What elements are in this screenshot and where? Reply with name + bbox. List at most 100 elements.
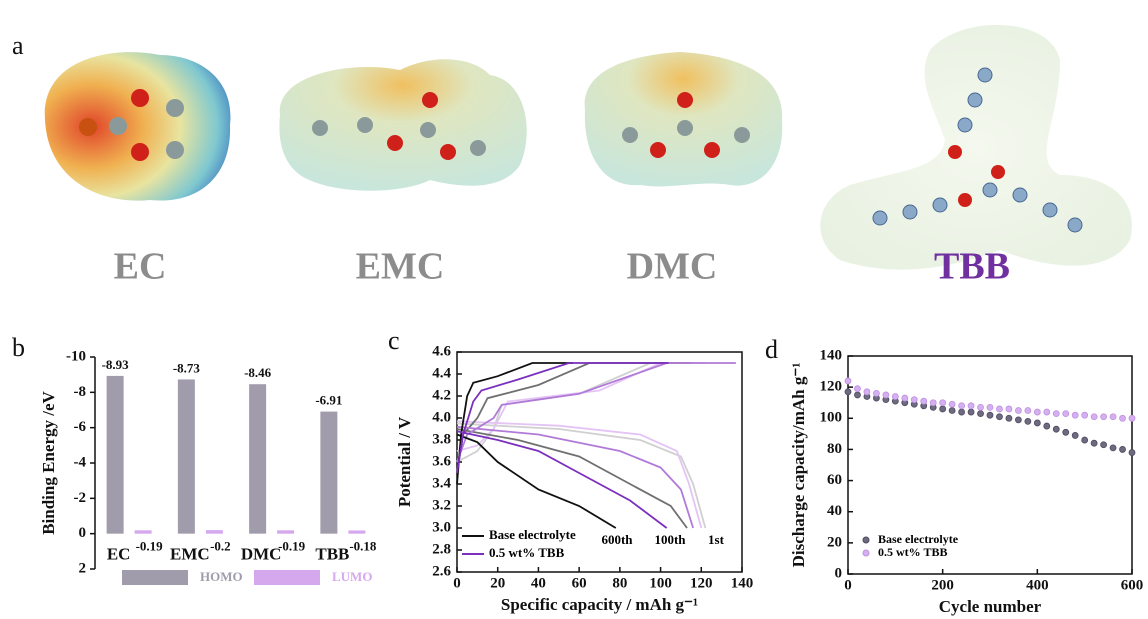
point (996, 406, 1002, 412)
panel-label: a (12, 31, 24, 60)
point (1120, 415, 1126, 421)
y-tick-label: 4.2 (432, 387, 451, 403)
y-tick-label: -8 (74, 384, 87, 400)
legend-label: Base electrolyte (489, 527, 576, 542)
point (1082, 437, 1088, 443)
point (1044, 423, 1050, 429)
x-tick-label: 200 (931, 577, 954, 593)
point (911, 397, 917, 403)
x-tick-label: EMC (170, 545, 210, 564)
y-tick-label: 120 (820, 379, 843, 395)
point (987, 404, 993, 410)
legend-label: 0.5 wt% TBB (489, 545, 565, 560)
panel-label: c (388, 326, 400, 355)
point (845, 378, 851, 384)
point (1006, 415, 1012, 421)
molecule-label: DMC (627, 246, 718, 288)
point (949, 401, 955, 407)
point (940, 406, 946, 412)
x-tick-label: 0 (453, 575, 461, 591)
curve (457, 431, 667, 528)
y-tick-label: 3.2 (432, 497, 451, 513)
curve (457, 421, 701, 528)
y-tick-label: 0 (835, 565, 843, 581)
point (902, 395, 908, 401)
panel-label: b (12, 333, 25, 362)
point (1025, 408, 1031, 414)
y-tick-label: 3.4 (432, 475, 451, 491)
point (854, 392, 860, 398)
bar (320, 412, 337, 534)
point (883, 392, 889, 398)
point (1034, 409, 1040, 415)
point (1015, 417, 1021, 423)
point (1129, 450, 1135, 456)
y-tick-label: 2.8 (432, 541, 451, 557)
bar (178, 379, 195, 533)
x-axis-label: Specific capacity / mAh g⁻¹ (501, 595, 698, 614)
value-label: -0.2 (210, 539, 231, 554)
value-label: -8.93 (102, 357, 130, 372)
point (1110, 445, 1116, 451)
point (1091, 414, 1097, 420)
point (1063, 429, 1069, 435)
x-tick-label: 60 (572, 575, 587, 591)
y-tick-label: 80 (827, 441, 842, 457)
point (854, 386, 860, 392)
annotation: 600th (601, 532, 633, 547)
y-tick-label: -4 (74, 454, 87, 470)
point (1072, 432, 1078, 438)
x-tick-label: 20 (490, 575, 505, 591)
bar (135, 530, 152, 533)
point (968, 409, 974, 415)
y-tick-label: 60 (827, 472, 842, 488)
y-tick-label: -10 (66, 348, 86, 364)
point (1025, 418, 1031, 424)
y-tick-label: 2 (79, 560, 87, 576)
point (1129, 415, 1135, 421)
y-tick-label: 0 (79, 525, 87, 541)
y-tick-label: 100 (820, 410, 843, 426)
x-tick-label: 600 (1121, 577, 1144, 593)
point (978, 411, 984, 417)
y-tick-label: -2 (74, 490, 87, 506)
y-axis-label: Binding Energy /eV (39, 390, 58, 534)
x-tick-label: 120 (690, 575, 713, 591)
bar (277, 530, 294, 533)
x-tick-label: 0 (844, 577, 852, 593)
x-tick-label: 40 (531, 575, 546, 591)
molecule-label: EMC (356, 246, 445, 288)
molecule-images (45, 25, 1132, 270)
point (1082, 412, 1088, 418)
point (1072, 412, 1078, 418)
point (959, 409, 965, 415)
point (1015, 408, 1021, 414)
x-tick-label: DMC (241, 545, 282, 564)
legend-label: Base electrolyte (878, 532, 959, 546)
y-tick-label: 4.0 (432, 409, 451, 425)
legend-swatch (122, 570, 188, 585)
bar (249, 384, 266, 533)
molecule-label: TBB (934, 246, 1010, 288)
annotation: 1st (708, 532, 725, 547)
legend-label: 0.5 wt% TBB (878, 545, 947, 559)
point (996, 414, 1002, 420)
figure: a b c d EC EMC DMC TBB -10 -8 -6 -4 -2 0 2 Binding Ener… (0, 0, 1148, 619)
curve (457, 435, 616, 529)
legend-marker (863, 537, 869, 543)
panel-label: d (765, 335, 778, 364)
point (892, 393, 898, 399)
point (930, 400, 936, 406)
point (987, 412, 993, 418)
y-axis-label: Potential / V (395, 416, 414, 507)
y-tick-label: -6 (74, 419, 87, 435)
point (940, 400, 946, 406)
y-tick-label: 3.6 (432, 453, 451, 469)
y-tick-label: 4.4 (432, 365, 451, 381)
point (1091, 440, 1097, 446)
point (968, 403, 974, 409)
x-tick-label: TBB (315, 545, 349, 564)
value-label: -0.18 (349, 539, 377, 554)
annotation: 100th (654, 532, 686, 547)
x-tick-label: EC (107, 545, 131, 564)
